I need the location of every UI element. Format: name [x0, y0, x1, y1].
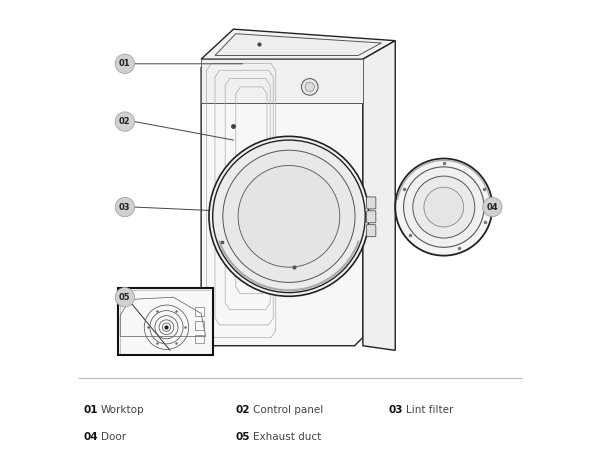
Text: 02: 02	[119, 117, 130, 126]
Text: 03: 03	[119, 203, 130, 212]
Circle shape	[424, 187, 463, 227]
Text: 04: 04	[84, 432, 98, 442]
FancyBboxPatch shape	[367, 225, 376, 237]
Text: 02: 02	[236, 405, 250, 415]
Text: 05: 05	[119, 292, 130, 302]
FancyBboxPatch shape	[367, 211, 376, 223]
Circle shape	[213, 140, 365, 292]
Circle shape	[483, 197, 502, 217]
Circle shape	[115, 197, 135, 217]
Circle shape	[223, 150, 355, 282]
Text: 01: 01	[84, 405, 98, 415]
Bar	[195, 321, 204, 330]
Text: 03: 03	[388, 405, 403, 415]
Polygon shape	[201, 29, 395, 59]
Text: 01: 01	[119, 60, 130, 68]
Bar	[195, 307, 204, 316]
Text: Worktop: Worktop	[101, 405, 144, 415]
Text: 05: 05	[236, 432, 250, 442]
Text: Door: Door	[101, 432, 126, 442]
Circle shape	[413, 176, 475, 238]
Circle shape	[115, 54, 135, 73]
Circle shape	[302, 79, 318, 95]
Circle shape	[115, 112, 135, 131]
Polygon shape	[363, 40, 395, 350]
Bar	[118, 288, 213, 355]
Circle shape	[115, 287, 135, 307]
Bar	[195, 335, 204, 344]
FancyBboxPatch shape	[367, 197, 376, 209]
Circle shape	[238, 166, 340, 267]
Polygon shape	[201, 59, 363, 103]
Text: Exhaust duct: Exhaust duct	[254, 432, 322, 442]
Circle shape	[209, 136, 369, 296]
Text: Control panel: Control panel	[254, 405, 323, 415]
Text: 04: 04	[487, 203, 498, 212]
Circle shape	[395, 159, 492, 256]
Circle shape	[404, 167, 484, 247]
Polygon shape	[201, 59, 363, 346]
Text: Lint filter: Lint filter	[406, 405, 453, 415]
Polygon shape	[215, 34, 382, 55]
Circle shape	[305, 82, 314, 92]
